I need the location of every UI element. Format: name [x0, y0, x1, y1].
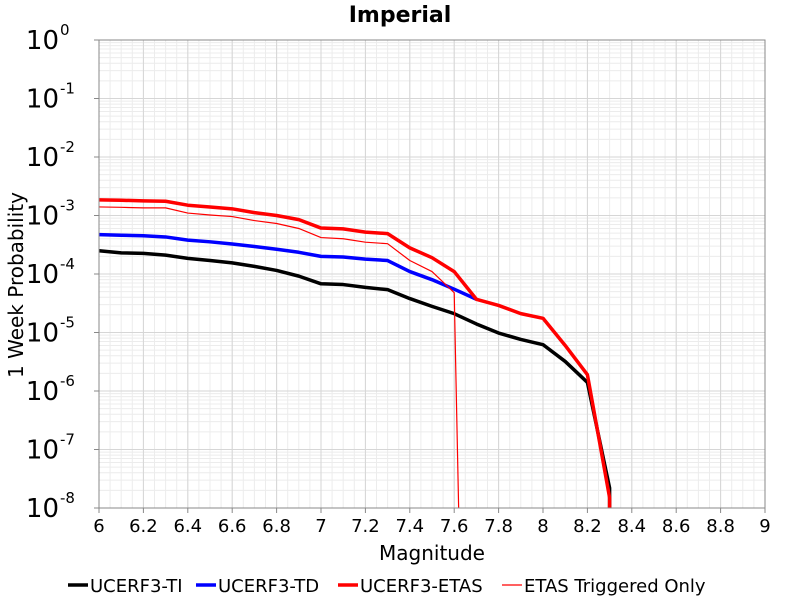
x-tick-label: 7.6: [440, 516, 469, 537]
series-line-3: [98, 206, 460, 509]
x-tick-label: 7: [315, 516, 326, 537]
x-tick-label: 8.8: [706, 516, 735, 537]
series-line-2: [98, 198, 612, 508]
y-tick-label: 10: [26, 494, 59, 524]
x-tick-label: 6.8: [262, 516, 291, 537]
x-tick-label: 8: [537, 516, 548, 537]
series-line-1: [98, 232, 478, 301]
y-axis-label: 1 Week Probability: [4, 192, 28, 378]
x-tick-label: 7.2: [351, 516, 380, 537]
y-tick-label: 10: [26, 377, 59, 407]
x-tick-label: 6.4: [173, 516, 202, 537]
y-tick-label: 10: [26, 436, 59, 466]
series-layer: [98, 198, 612, 509]
y-tick-exponent: -2: [60, 138, 75, 156]
x-tick-label: 6.2: [129, 516, 158, 537]
series-line-0: [98, 248, 612, 508]
y-tick-exponent: -8: [60, 489, 75, 507]
y-tick-exponent: -1: [60, 80, 75, 98]
y-tick-exponent: -3: [60, 197, 75, 215]
y-tick-exponent: -7: [60, 431, 75, 449]
y-tick-label: 10: [26, 26, 59, 56]
legend-label-3: ETAS Triggered Only: [524, 576, 706, 597]
y-tick-label: 10: [26, 85, 59, 115]
y-tick-label: 10: [26, 260, 59, 290]
chart-title: Imperial: [349, 3, 452, 28]
x-tick-label: 9: [759, 516, 770, 537]
x-tick-label: 8.4: [617, 516, 646, 537]
x-axis-label: Magnitude: [379, 541, 485, 565]
legend: UCERF3-TI UCERF3-TD UCERF3-ETAS ETAS Trigge…: [68, 576, 706, 597]
y-tick-label: 10: [26, 143, 59, 173]
y-tick-exponent: -6: [60, 372, 75, 390]
legend-label-0: UCERF3-TI: [90, 576, 183, 597]
legend-label-2: UCERF3-ETAS: [360, 576, 483, 597]
x-tick-label: 8.6: [662, 516, 691, 537]
x-tick-label: 7.8: [484, 516, 513, 537]
x-tick-label: 7.4: [395, 516, 424, 537]
x-tick-label: 8.2: [573, 516, 602, 537]
y-tick-label: 10: [26, 319, 59, 349]
y-tick-exponent: 0: [60, 21, 70, 39]
y-tick-exponent: -4: [60, 255, 75, 273]
x-tick-label: 6.6: [218, 516, 247, 537]
legend-label-1: UCERF3-TD: [218, 576, 319, 597]
y-tick-label: 10: [26, 202, 59, 232]
x-axis-ticks: 6 6.2 6.4 6.6 6.8 7 7.2 7.4 7.6 7.8 8 8.2 8.4 8.6 8.8 9: [93, 508, 771, 537]
y-tick-exponent: -5: [60, 314, 75, 332]
x-tick-label: 6: [93, 516, 104, 537]
